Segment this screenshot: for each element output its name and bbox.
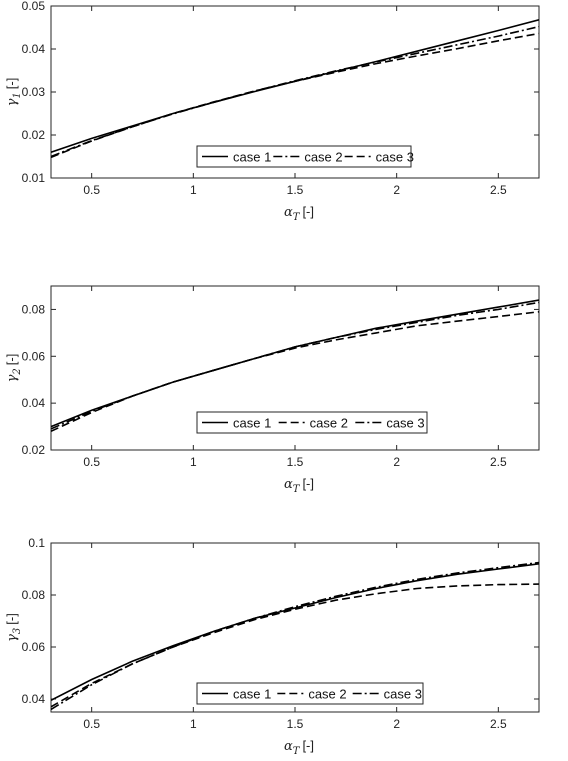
x-tick-label: 2 xyxy=(393,455,400,469)
series-line-case-3 xyxy=(51,561,539,711)
x-tick-label: 2 xyxy=(393,183,400,197)
y-axis-unit: [-] xyxy=(4,354,19,366)
y-axis-subscript: 3 xyxy=(12,628,23,634)
legend-label: case 3 xyxy=(384,687,422,702)
y-axis-subscript: 1 xyxy=(12,92,23,98)
legend-label: case 2 xyxy=(304,150,342,165)
x-axis-symbol: α xyxy=(284,739,293,754)
y-tick-label: 0.01 xyxy=(22,171,46,185)
legend-box xyxy=(196,145,412,168)
x-tick-label: 1.5 xyxy=(287,183,304,197)
series-line-case-1 xyxy=(51,299,539,428)
x-axis-unit: [-] xyxy=(302,738,314,753)
y-tick-label: 0.08 xyxy=(22,302,46,316)
series-line-case-1 xyxy=(51,563,539,702)
y-tick-label: 0.04 xyxy=(22,692,46,706)
y-tick-label: 0.1 xyxy=(28,536,45,550)
y-tick-label: 0.03 xyxy=(22,85,46,99)
legend-label: case 2 xyxy=(308,687,346,702)
x-tick-label: 2 xyxy=(393,717,400,731)
x-axis-symbol: α xyxy=(284,477,293,492)
legend-box xyxy=(196,682,424,705)
x-axis-label: αT [-] xyxy=(284,204,314,223)
y-axis-symbol: γ xyxy=(5,98,20,106)
x-tick-label: 2.5 xyxy=(490,455,507,469)
series-line-case-3 xyxy=(51,301,539,430)
legend: case 1 case 2 case 3 xyxy=(196,411,428,434)
legend-label: case 3 xyxy=(376,150,414,165)
series-line-case-3 xyxy=(51,32,539,159)
y-axis-subscript: 2 xyxy=(12,368,23,375)
x-axis-label: αT [-] xyxy=(284,476,314,495)
series-line-case-1 xyxy=(51,19,539,153)
x-tick-label: 1.5 xyxy=(287,717,304,731)
x-tick-label: 0.5 xyxy=(83,183,100,197)
x-tick-label: 2.5 xyxy=(490,183,507,197)
x-tick-label: 1.5 xyxy=(287,455,304,469)
y-tick-label: 0.04 xyxy=(22,396,46,410)
legend-label: case 3 xyxy=(386,416,424,431)
legend-label: case 1 xyxy=(233,416,271,431)
x-axis-unit: [-] xyxy=(302,204,314,219)
y-tick-label: 0.05 xyxy=(22,0,46,13)
y-axis-unit: [-] xyxy=(4,613,19,625)
y-tick-label: 0.02 xyxy=(22,443,46,457)
y-tick-label: 0.02 xyxy=(22,128,46,142)
legend-label: case 1 xyxy=(233,687,271,702)
y-tick-label: 0.06 xyxy=(22,349,46,363)
y-axis-label: γ1 [-] xyxy=(4,78,23,107)
legend-box xyxy=(196,411,428,434)
y-tick-label: 0.06 xyxy=(22,640,46,654)
x-tick-label: 1 xyxy=(190,183,197,197)
x-tick-label: 0.5 xyxy=(83,455,100,469)
x-tick-label: 1 xyxy=(190,717,197,731)
x-axis-unit: [-] xyxy=(302,476,314,491)
x-tick-label: 2.5 xyxy=(490,717,507,731)
y-axis-unit: [-] xyxy=(4,78,19,90)
y-axis-symbol: γ xyxy=(5,374,20,382)
x-axis-subscript: T xyxy=(293,212,301,223)
x-axis-subscript: T xyxy=(293,484,301,495)
y-tick-label: 0.08 xyxy=(22,588,46,602)
chart-panel-3: 0.5 1 1.5 2 2.50.040.060.080.1αT [-]γ3[-]case… xyxy=(4,536,540,757)
legend: case 1 case 2 case 3 xyxy=(196,145,414,168)
y-axis-label: γ3 [-] xyxy=(4,613,23,642)
legend-label: case 2 xyxy=(310,416,348,431)
y-tick-label: 0.04 xyxy=(22,42,46,56)
x-axis-subscript: T xyxy=(293,746,301,757)
x-axis-symbol: α xyxy=(284,205,293,220)
series-line-case-2 xyxy=(51,25,539,158)
y-axis-symbol: γ xyxy=(5,634,20,642)
legend: case 1 case 2 case 3 xyxy=(196,682,424,705)
x-tick-label: 1 xyxy=(190,455,197,469)
x-tick-label: 0.5 xyxy=(83,717,100,731)
y-axis-label: γ2 [-] xyxy=(4,354,23,383)
legend-label: case 1 xyxy=(233,150,271,165)
x-axis-label: αT [-] xyxy=(284,738,314,757)
